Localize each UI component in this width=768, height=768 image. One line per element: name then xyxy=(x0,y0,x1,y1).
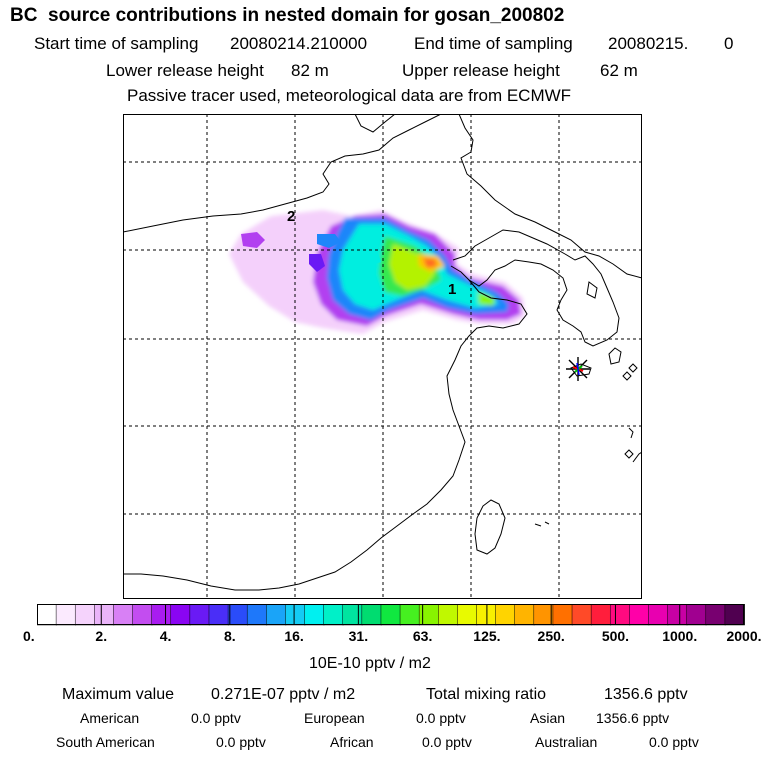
colorbar-cell xyxy=(609,604,631,626)
colorbar-cell xyxy=(399,604,421,626)
asian-value: 1356.6 pptv xyxy=(596,710,670,726)
lower-release-value: 82 m xyxy=(291,61,329,80)
max-value-label: Maximum value xyxy=(62,686,175,703)
european-value: 0.0 pptv xyxy=(416,710,466,726)
colorbar-tick-label: 4. xyxy=(159,628,172,644)
african-label: African xyxy=(330,734,374,750)
colorbar-cell xyxy=(342,604,363,626)
colorbar-tick-label: 500. xyxy=(601,628,630,644)
colorbar-frame xyxy=(37,604,744,625)
map-panel: 2 1 xyxy=(123,114,642,599)
upper-release-label: Upper release height xyxy=(402,61,560,80)
american-value: 0.0 pptv xyxy=(191,710,241,726)
colorbar-cell xyxy=(151,604,172,626)
total-mixing-label: Total mixing ratio xyxy=(426,686,547,703)
australian-value: 0.0 pptv xyxy=(649,734,699,750)
colorbar-cell xyxy=(304,604,325,626)
cluster-marker-2: 2 xyxy=(287,208,295,225)
african-value: 0.0 pptv xyxy=(422,734,472,750)
colorbar-cell xyxy=(705,604,726,626)
colorbar-cell xyxy=(37,604,57,626)
colorbar-cell xyxy=(457,604,478,626)
colorbar-cell xyxy=(74,604,96,626)
asian-label: Asian xyxy=(530,710,566,726)
colorbar-tick-label: 1000. xyxy=(662,628,698,644)
colorbar-cell xyxy=(476,604,497,626)
colorbar-cell xyxy=(246,604,268,626)
start-time-label: Start time of sampling xyxy=(34,34,199,53)
colorbar-cell xyxy=(418,604,440,626)
cluster-marker-1: 1 xyxy=(448,281,456,298)
end-time-value-hour: 0 xyxy=(724,34,734,53)
colorbar-cell xyxy=(533,604,554,626)
colorbar-cell xyxy=(380,604,401,626)
receptor-star-icon xyxy=(566,357,590,381)
colorbar-tick-label: 31. xyxy=(348,628,369,644)
colorbar-tick-label: 16. xyxy=(284,628,304,644)
colorbar-cell xyxy=(208,604,229,626)
colorbar-cell xyxy=(55,604,77,626)
colorbar-cell xyxy=(648,604,669,626)
south-american-value: 0.0 pptv xyxy=(216,734,266,750)
american-label: American xyxy=(80,710,140,726)
colorbar-tick-label: 63. xyxy=(412,628,433,644)
colorbar-cell xyxy=(667,604,688,626)
colorbar xyxy=(37,604,745,626)
colorbar-cell xyxy=(132,604,153,626)
colorbar-cell xyxy=(571,604,592,626)
colorbar-cell xyxy=(361,604,382,626)
colorbar-cell xyxy=(170,604,191,626)
colorbar-cell xyxy=(724,604,745,626)
colorbar-cell xyxy=(514,604,535,626)
coastlines xyxy=(123,114,642,591)
colorbar-cell xyxy=(590,604,612,626)
colorbar-cell xyxy=(629,604,650,626)
start-time-value: 20080214.210000 xyxy=(230,34,368,53)
tracer-note: Passive tracer used, meteorological data… xyxy=(127,86,572,105)
colorbar-cell xyxy=(266,604,287,626)
upper-release-value: 62 m xyxy=(600,61,638,80)
colorbar-unit: 10E-10 pptv / m2 xyxy=(309,655,431,672)
colorbar-tick-label: 0. xyxy=(23,628,35,644)
european-label: European xyxy=(304,710,365,726)
lat-lon-grid xyxy=(123,114,642,599)
colorbar-cell xyxy=(323,604,344,626)
australian-label: Australian xyxy=(535,734,598,750)
colorbar-tick-label: 2. xyxy=(95,628,108,644)
max-value: 0.271E-07 pptv / m2 xyxy=(211,686,356,703)
end-time-value: 20080215. xyxy=(608,34,689,53)
colorbar-cell xyxy=(189,604,210,626)
colorbar-cell xyxy=(438,604,459,626)
end-time-label: End time of sampling xyxy=(414,34,573,53)
colorbar-tick-label: 125. xyxy=(473,628,501,644)
colorbar-tick-label: 250. xyxy=(537,628,565,644)
colorbar-cell xyxy=(552,604,573,626)
colorbar-cell xyxy=(495,604,516,626)
colorbar-cell xyxy=(94,604,115,626)
colorbar-tick-label: 2000. xyxy=(726,628,762,644)
colorbar-tick-label: 8. xyxy=(223,628,236,644)
total-mixing-value: 1356.6 pptv xyxy=(604,686,688,703)
plume-field xyxy=(229,210,525,334)
colorbar-cell xyxy=(227,604,249,626)
plot-title: BC source contributions in nested domain… xyxy=(10,5,565,26)
colorbar-cell xyxy=(285,604,306,626)
colorbar-cell xyxy=(686,604,707,626)
colorbar-cell xyxy=(113,604,134,626)
lower-release-label: Lower release height xyxy=(106,61,264,80)
south-american-label: South American xyxy=(56,734,155,750)
